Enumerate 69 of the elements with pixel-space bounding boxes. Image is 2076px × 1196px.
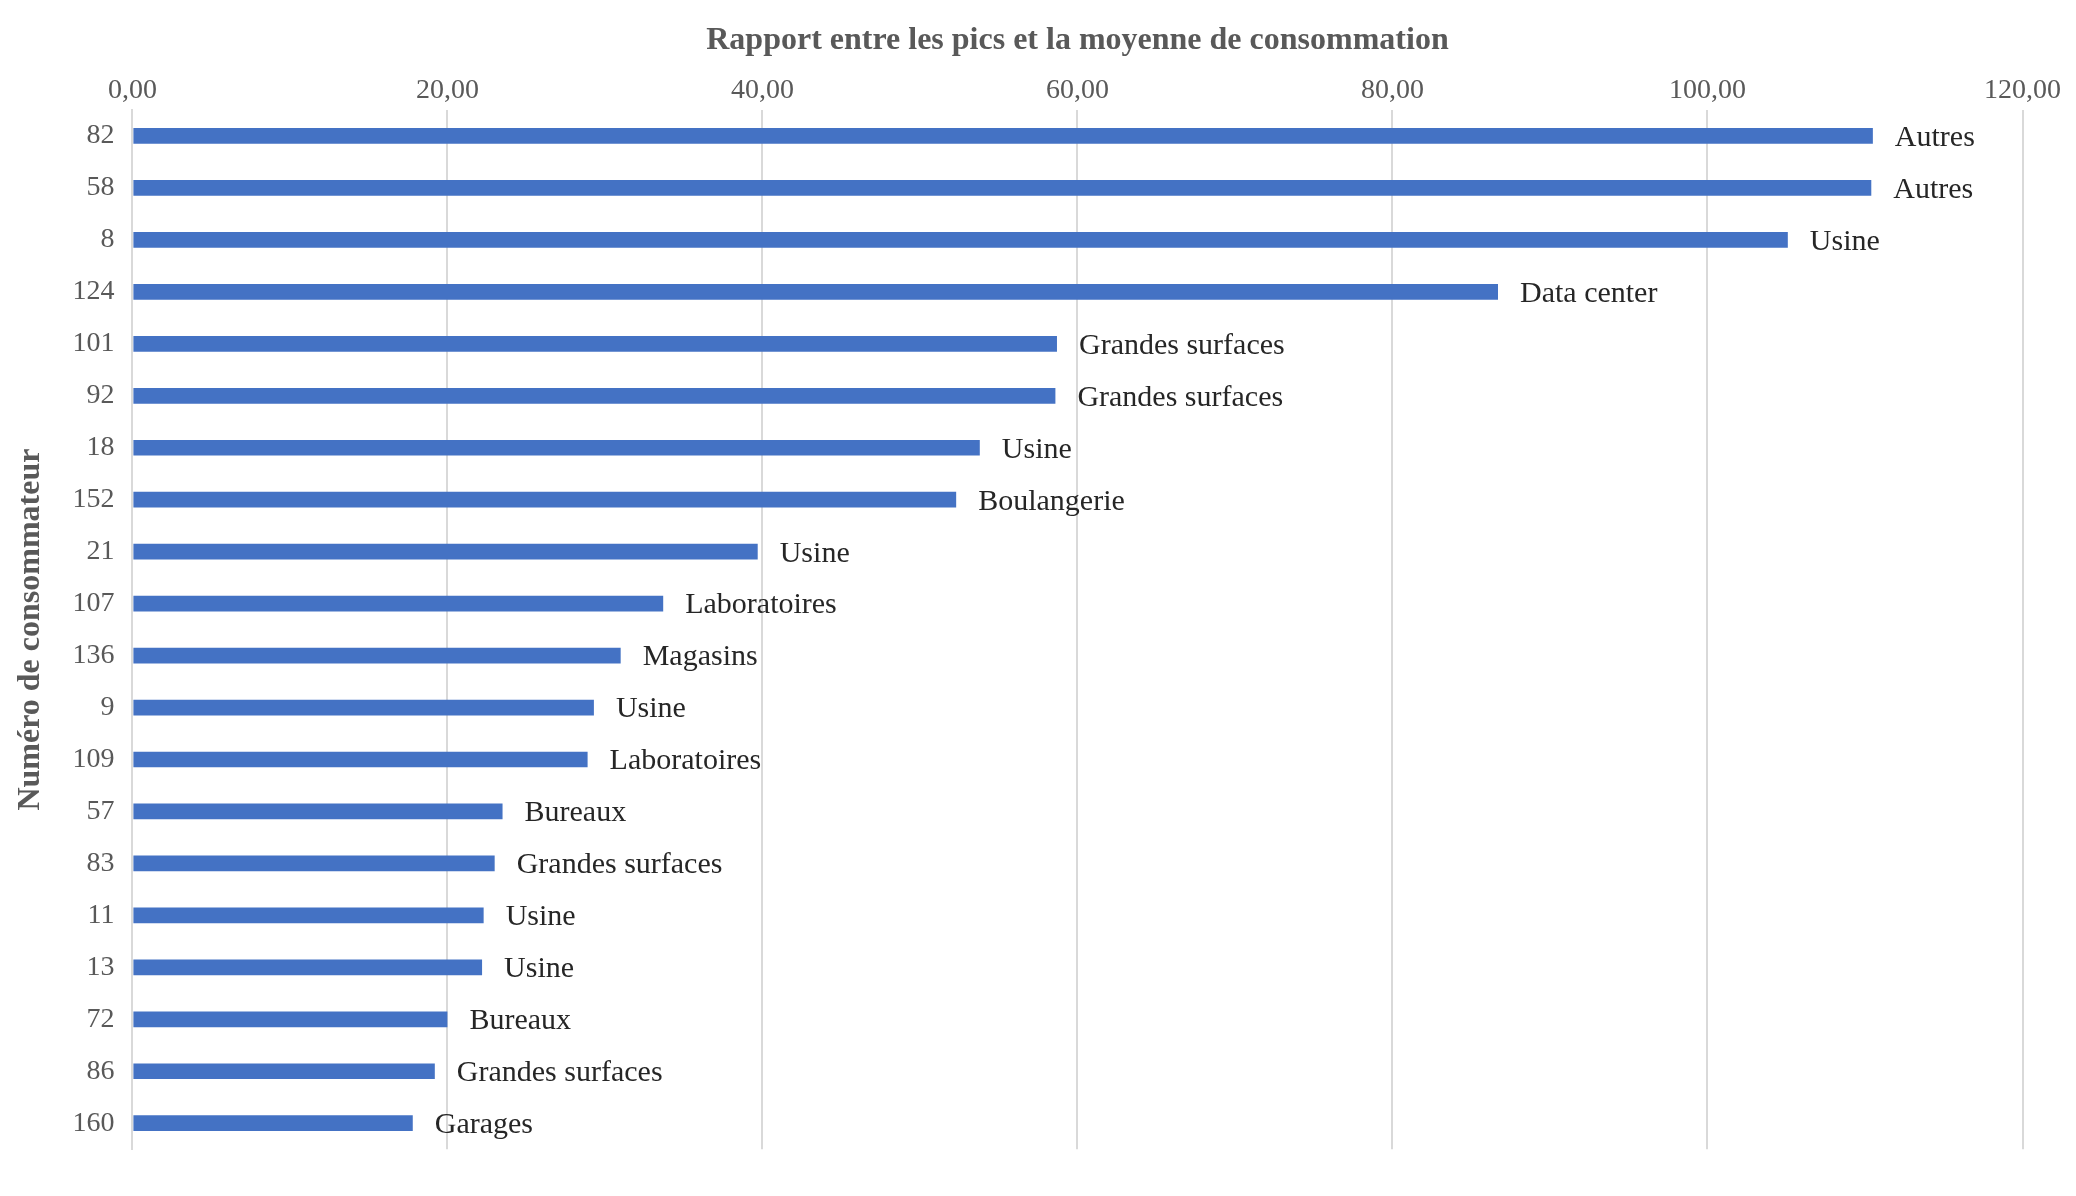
y-tick-label: 57 [86, 793, 115, 825]
y-tick-label: 107 [72, 585, 115, 617]
annotation: Grandes surfaces [516, 846, 723, 880]
annotation: Bureaux [469, 1002, 572, 1036]
y-tick-label: 72 [86, 1001, 115, 1033]
bar [133, 491, 957, 508]
y-tick-label: 83 [86, 845, 115, 877]
bar [133, 699, 594, 716]
y-tick-label: 13 [86, 949, 115, 981]
bar [133, 335, 1057, 352]
bar [133, 855, 495, 872]
y-tick-label: 86 [86, 1053, 115, 1085]
bar [133, 439, 980, 456]
annotation: Autres [1893, 170, 1974, 204]
x-tick-label: 100,00 [1668, 72, 1746, 104]
y-tick-label: 136 [72, 637, 115, 669]
annotation: Laboratoires [609, 742, 762, 776]
annotation: Data center [1520, 274, 1658, 308]
bar [133, 1063, 435, 1080]
y-tick-label: 9 [100, 689, 115, 721]
annotation: Usine [505, 898, 576, 932]
x-tick-label: 40,00 [730, 72, 794, 104]
annotation: Usine [504, 950, 575, 984]
y-tick-label: 58 [86, 170, 115, 202]
annotation: Usine [615, 690, 686, 724]
y-tick-label: 124 [72, 274, 115, 306]
bar [133, 803, 503, 820]
bar [133, 959, 483, 976]
y-tick-label: 11 [87, 897, 115, 929]
bar [133, 543, 758, 560]
x-tick-label: 20,00 [415, 72, 479, 104]
y-axis-title: Numéro de consommateur [10, 448, 47, 811]
annotation: Usine [779, 534, 850, 568]
annotation: Grandes surfaces [1077, 378, 1284, 412]
y-tick-label: 18 [86, 430, 115, 462]
x-tick-label: 60,00 [1045, 72, 1109, 104]
annotation: Boulangerie [978, 482, 1125, 516]
x-axis-title: Rapport entre les pics et la moyenne de consommation [706, 20, 1449, 57]
bar [133, 751, 588, 768]
x-tick-label: 0,00 [107, 72, 157, 104]
bar [133, 128, 1873, 144]
y-tick-label: 109 [72, 741, 115, 773]
x-tick-label: 80,00 [1360, 72, 1424, 104]
y-tick-label: 160 [72, 1105, 115, 1137]
bar [133, 232, 1788, 248]
x-tick-label: 120,00 [1984, 72, 2061, 104]
y-tick-label: 8 [100, 222, 115, 254]
annotation: Garages [434, 1106, 534, 1140]
bar [133, 1011, 448, 1028]
annotation: Grandes surfaces [1078, 326, 1285, 360]
bar [133, 284, 1498, 300]
annotation: Autres [1894, 118, 1975, 152]
bar [133, 907, 484, 924]
annotation: Magasins [642, 638, 758, 672]
y-tick-label: 21 [86, 534, 115, 566]
bar [133, 387, 1056, 404]
bar [133, 180, 1872, 196]
annotation: Bureaux [524, 794, 627, 828]
y-tick-label: 101 [72, 326, 115, 358]
y-tick-label: 92 [86, 378, 115, 410]
bar [133, 595, 664, 612]
y-tick-label: 82 [86, 118, 115, 150]
annotation: Usine [1809, 222, 1880, 256]
annotation: Laboratoires [685, 586, 837, 620]
bar [133, 1115, 413, 1132]
annotation: Grandes surfaces [456, 1054, 663, 1088]
bar [133, 647, 621, 664]
annotation: Usine [1001, 430, 1072, 464]
y-tick-label: 152 [72, 482, 115, 514]
